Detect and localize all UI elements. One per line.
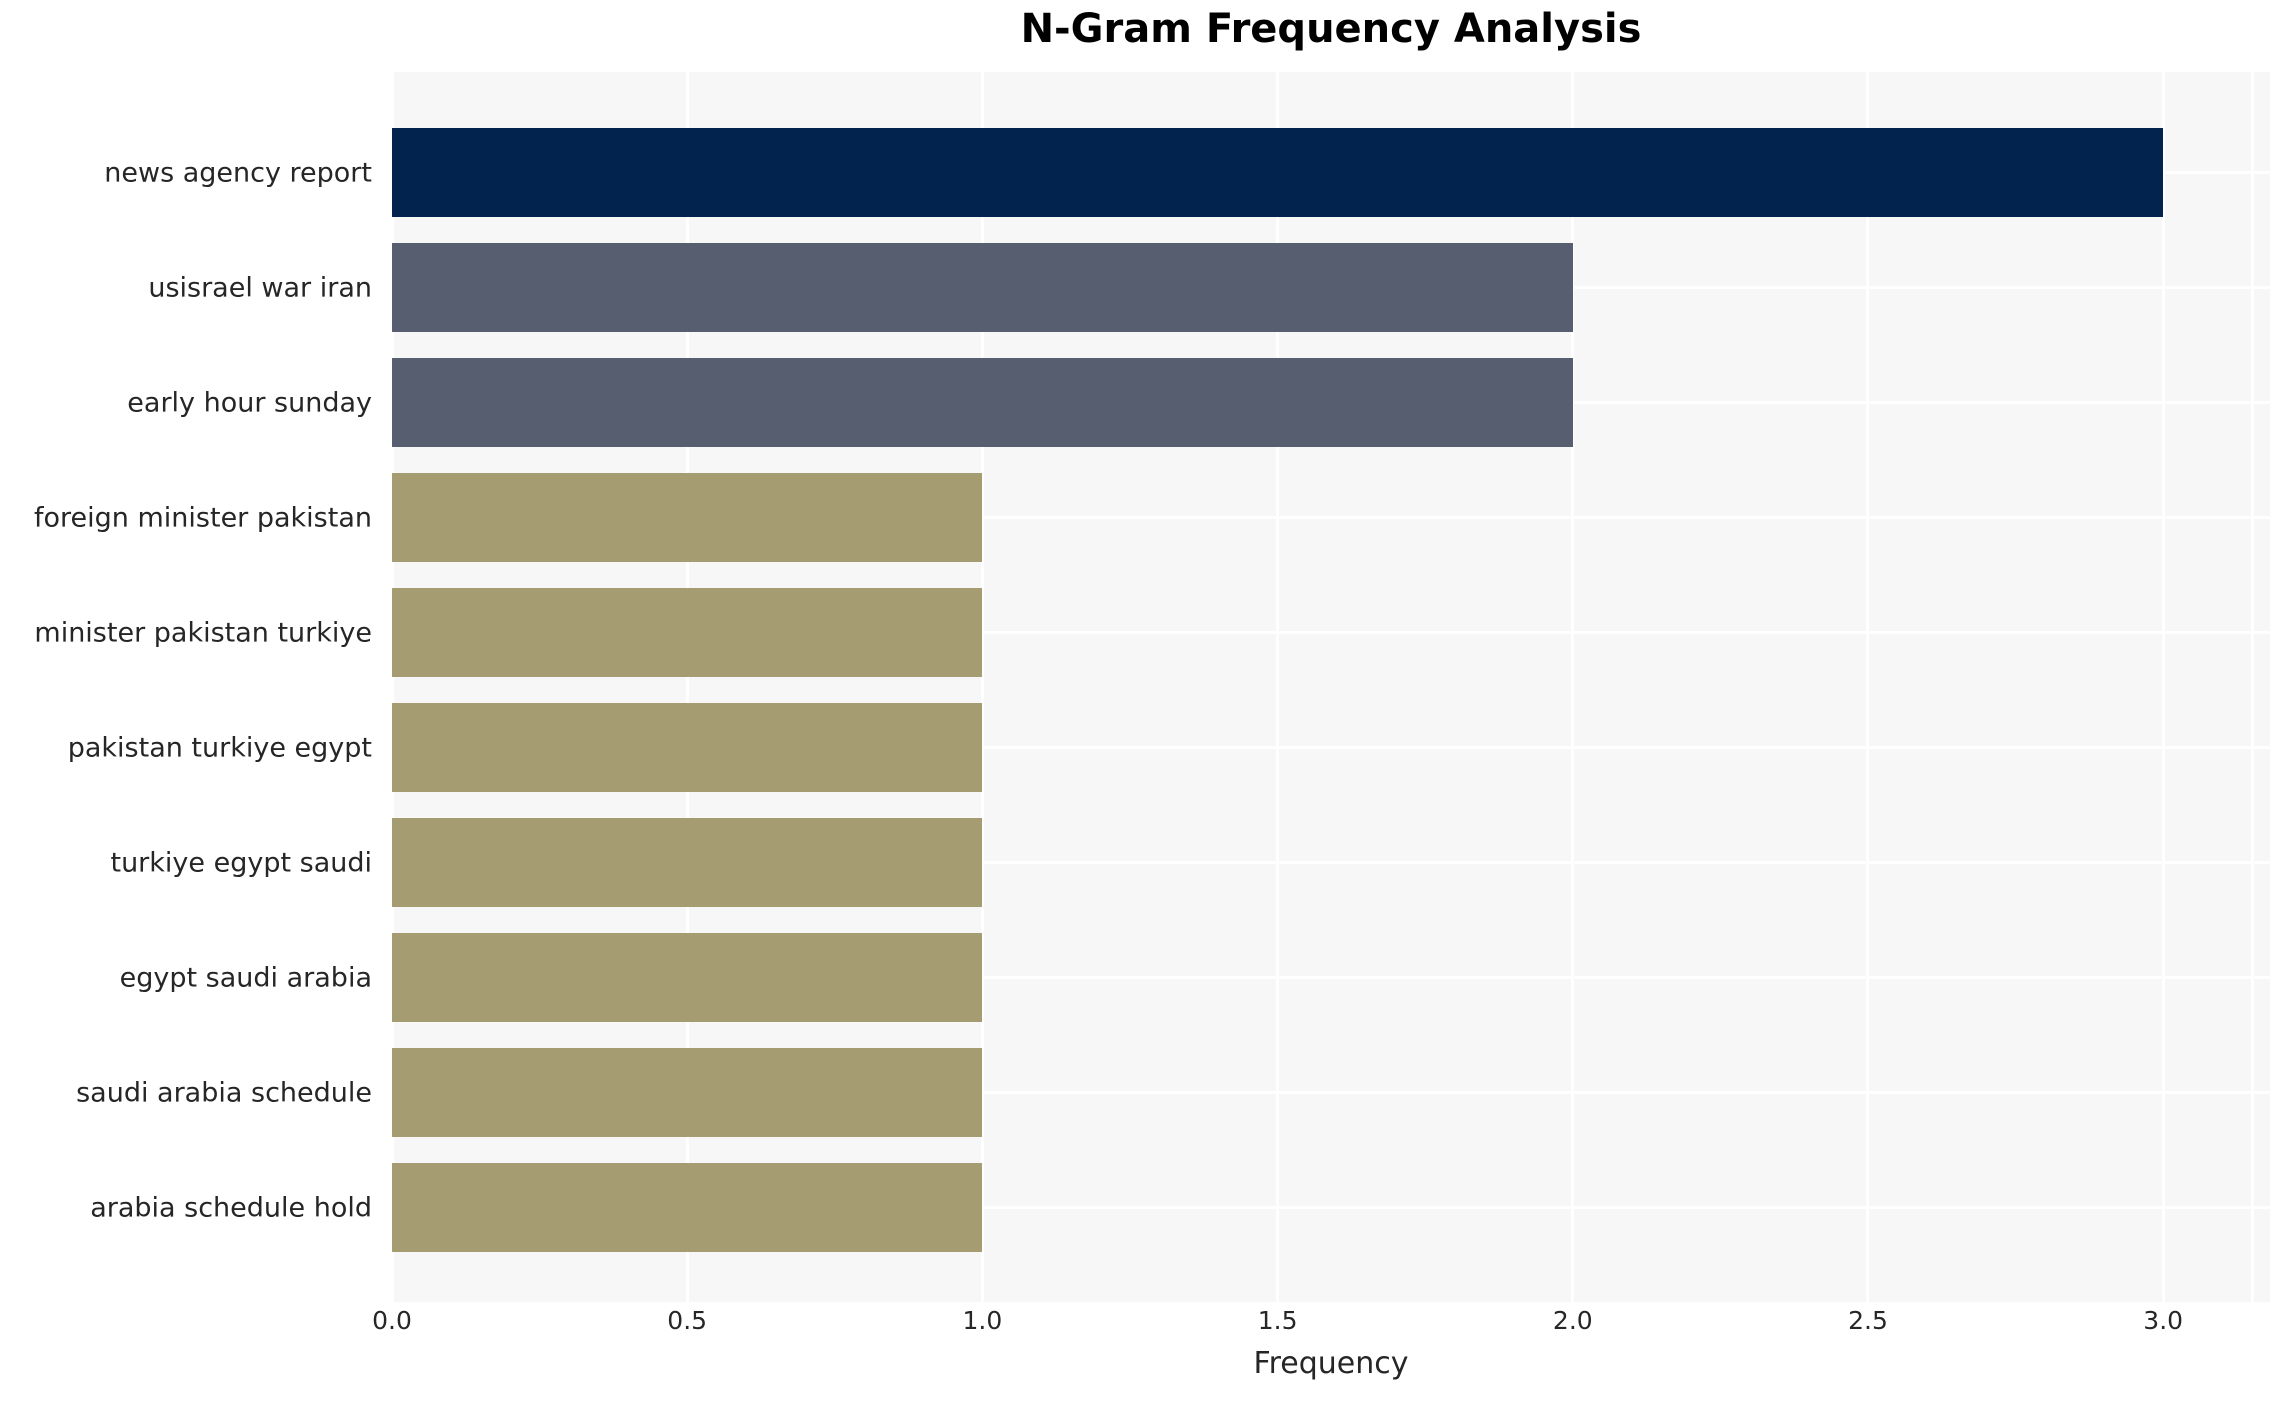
category-label: news agency report — [104, 157, 372, 188]
category-label: foreign minister pakistan — [34, 502, 372, 533]
x-axis-tick-label: 2.5 — [1848, 1306, 1888, 1335]
horizontal-gridline — [392, 976, 2270, 979]
category-label: turkiye egypt saudi — [110, 847, 372, 878]
plot-area — [390, 72, 2270, 1302]
vertical-gridline — [1866, 72, 1870, 1302]
category-label: saudi arabia schedule — [76, 1077, 372, 1108]
horizontal-gridline — [392, 861, 2270, 864]
bar — [392, 1048, 983, 1137]
category-label: egypt saudi arabia — [119, 962, 372, 993]
horizontal-gridline — [392, 1091, 2270, 1094]
x-axis-tick-label: 0.5 — [667, 1306, 708, 1335]
category-label: early hour sunday — [127, 387, 372, 418]
bar — [392, 473, 983, 562]
vertical-gridline — [390, 72, 394, 1302]
x-axis-tick-label: 1.5 — [1257, 1306, 1298, 1335]
x-axis-tick-label: 1.0 — [962, 1306, 1003, 1335]
vertical-gridline — [685, 72, 689, 1302]
bar — [392, 818, 983, 907]
vertical-gridline — [2161, 72, 2165, 1302]
right-spine — [2250, 72, 2254, 1302]
category-label: arabia schedule hold — [90, 1192, 372, 1223]
x-axis-tick-label: 0.0 — [372, 1306, 412, 1335]
category-label: pakistan turkiye egypt — [67, 732, 372, 763]
horizontal-gridline — [392, 1206, 2270, 1209]
bar — [392, 703, 983, 792]
bar — [392, 358, 1573, 447]
x-axis-tick-label: 3.0 — [2143, 1306, 2184, 1335]
vertical-gridline — [1571, 72, 1575, 1302]
horizontal-gridline — [392, 516, 2270, 519]
bar — [392, 243, 1573, 332]
category-label: minister pakistan turkiye — [34, 617, 372, 648]
category-label: usisrael war iran — [148, 272, 372, 303]
chart-title: N-Gram Frequency Analysis — [1020, 6, 1642, 52]
horizontal-gridline — [392, 631, 2270, 634]
vertical-gridline — [1276, 72, 1280, 1302]
x-axis-tick-label: 2.0 — [1552, 1306, 1593, 1335]
bar — [392, 1163, 983, 1252]
horizontal-gridline — [392, 746, 2270, 749]
vertical-gridline — [980, 72, 984, 1302]
bar — [392, 933, 983, 1022]
bar — [392, 128, 2164, 217]
bar — [392, 588, 983, 677]
x-axis-label: Frequency — [1253, 1346, 1409, 1381]
